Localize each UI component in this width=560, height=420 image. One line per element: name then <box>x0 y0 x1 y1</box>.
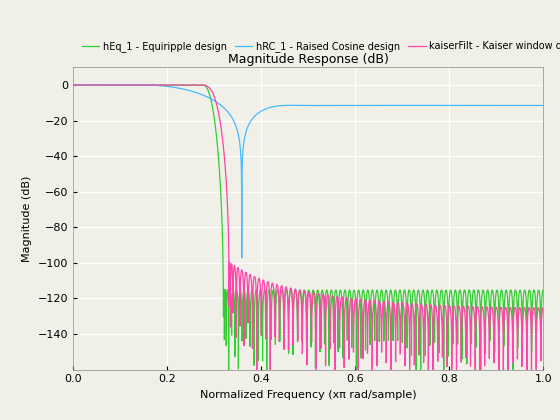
kaiserFilt - Kaiser window design <box>383 323 390 328</box>
Legend: hEq_1 - Equiripple design, hRC_1 - Raised Cosine design, kaiserFilt - Kaiser win: hEq_1 - Equiripple design, hRC_1 - Raise… <box>78 38 560 56</box>
hRC_1 - Raised Cosine design <box>69 82 76 87</box>
hEq_1 - Equiripple design <box>106 82 113 87</box>
hRC_1 - Raised Cosine design <box>540 103 547 108</box>
kaiserFilt - Kaiser window design <box>106 82 113 87</box>
hRC_1 - Raised Cosine design <box>106 82 113 87</box>
kaiserFilt - Kaiser window design <box>528 324 534 329</box>
kaiserFilt - Kaiser window design <box>510 315 517 320</box>
kaiserFilt - Kaiser window design <box>254 367 260 372</box>
hRC_1 - Raised Cosine design <box>452 103 459 108</box>
X-axis label: Normalized Frequency (xπ rad/sample): Normalized Frequency (xπ rad/sample) <box>200 390 416 400</box>
hEq_1 - Equiripple design <box>540 288 547 293</box>
Line: hEq_1 - Equiripple design: hEq_1 - Equiripple design <box>73 85 543 370</box>
kaiserFilt - Kaiser window design <box>69 82 76 87</box>
hEq_1 - Equiripple design <box>199 82 206 87</box>
kaiserFilt - Kaiser window design <box>540 305 547 310</box>
Y-axis label: Magnitude (dB): Magnitude (dB) <box>22 175 32 262</box>
hEq_1 - Equiripple design <box>452 288 459 293</box>
kaiserFilt - Kaiser window design <box>486 338 492 343</box>
hRC_1 - Raised Cosine design <box>528 103 534 108</box>
kaiserFilt - Kaiser window design <box>452 308 459 313</box>
Line: kaiserFilt - Kaiser window design: kaiserFilt - Kaiser window design <box>73 85 543 370</box>
hEq_1 - Equiripple design <box>486 297 492 302</box>
hEq_1 - Equiripple design <box>69 83 76 88</box>
hEq_1 - Equiripple design <box>225 367 232 372</box>
hEq_1 - Equiripple design <box>510 306 517 311</box>
hRC_1 - Raised Cosine design <box>510 103 517 108</box>
Line: hRC_1 - Raised Cosine design: hRC_1 - Raised Cosine design <box>73 85 543 258</box>
hRC_1 - Raised Cosine design <box>383 103 390 108</box>
hEq_1 - Equiripple design <box>383 288 390 293</box>
hEq_1 - Equiripple design <box>528 302 534 307</box>
hRC_1 - Raised Cosine design <box>134 82 141 87</box>
hRC_1 - Raised Cosine design <box>486 103 492 108</box>
hRC_1 - Raised Cosine design <box>239 255 245 260</box>
kaiserFilt - Kaiser window design <box>195 82 202 87</box>
Title: Magnitude Response (dB): Magnitude Response (dB) <box>227 53 389 66</box>
